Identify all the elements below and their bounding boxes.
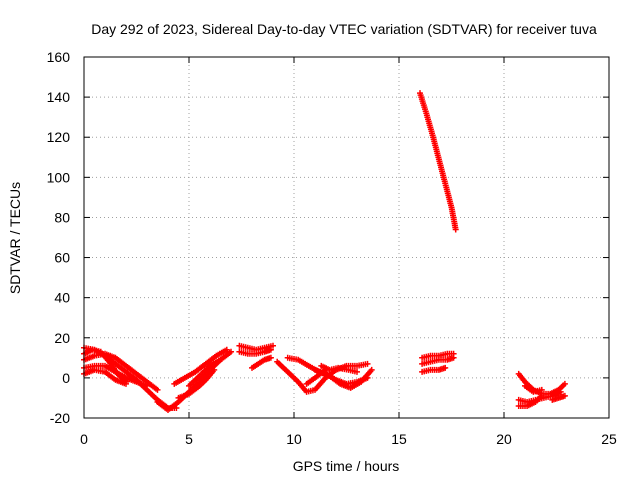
- axis-ticks: 0 5 10 15 20 25 -20 0 20 40 60 80 100 120 140 160: [47, 49, 617, 447]
- data-point: [561, 392, 568, 399]
- data-point: [154, 386, 161, 393]
- data-point: [267, 346, 274, 353]
- chart-title: Day 292 of 2023, Sidereal Day-to-day VTE…: [91, 21, 597, 37]
- data-point: [144, 382, 150, 389]
- x-tick-label: 20: [496, 431, 512, 447]
- data-point: [364, 374, 371, 381]
- y-tick-label: 40: [54, 290, 70, 306]
- y-tick-label: 120: [47, 129, 71, 145]
- data-point: [228, 348, 234, 355]
- y-tick-label: 100: [47, 169, 71, 185]
- data-point: [557, 388, 564, 395]
- x-tick-label: 15: [391, 431, 407, 447]
- data-points: [81, 90, 568, 413]
- y-tick-label: 80: [54, 209, 70, 225]
- data-point: [354, 368, 360, 375]
- x-tick-label: 5: [185, 431, 193, 447]
- data-point: [123, 378, 129, 385]
- y-tick-label: 60: [54, 250, 70, 266]
- x-tick-label: 0: [80, 431, 88, 447]
- plot-frame: [83, 56, 610, 419]
- data-point: [270, 342, 276, 349]
- x-axis-label: GPS time / hours: [293, 458, 400, 474]
- data-point: [217, 356, 224, 363]
- y-tick-label: -20: [50, 410, 70, 426]
- x-tick-label: 10: [286, 431, 302, 447]
- data-point: [267, 354, 274, 361]
- data-point: [561, 380, 568, 387]
- data-point: [538, 392, 545, 399]
- data-point: [368, 366, 375, 373]
- y-tick-label: 20: [54, 330, 70, 346]
- data-point: [364, 360, 371, 367]
- y-axis-label: SDTVAR / TECUs: [7, 182, 23, 294]
- y-tick-label: 160: [47, 49, 71, 65]
- data-point: [442, 364, 449, 371]
- y-tick-label: 140: [47, 89, 71, 105]
- x-tick-label: 25: [601, 431, 617, 447]
- y-tick-label: 0: [62, 370, 70, 386]
- data-point: [452, 226, 459, 233]
- data-point: [538, 386, 545, 393]
- data-point: [211, 366, 218, 373]
- data-point: [223, 346, 230, 353]
- data-point: [450, 354, 457, 361]
